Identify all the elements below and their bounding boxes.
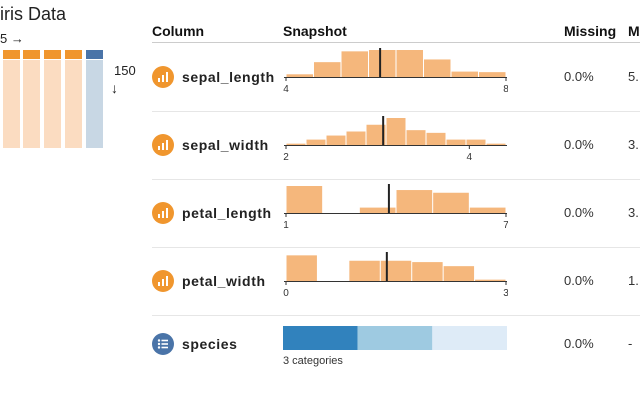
histogram-bar [446, 139, 466, 145]
histogram-bar [451, 71, 478, 77]
histogram-bar [386, 118, 406, 145]
numeric-type-icon [152, 66, 174, 88]
histogram-bar [486, 143, 506, 145]
row-divider [152, 315, 640, 316]
histogram-bar [286, 186, 323, 213]
column-name: species [182, 336, 238, 352]
category-segment [283, 326, 358, 350]
thumbnail-column-header [23, 50, 40, 59]
next-column-value: - [628, 336, 633, 351]
histogram-bar [359, 207, 396, 213]
column-name: petal_width [182, 273, 266, 289]
next-column-value: 5. [628, 69, 639, 84]
thumbnail-column-header [86, 50, 103, 59]
histogram-bar [412, 262, 443, 281]
histogram-bar [346, 131, 366, 145]
next-column-value: 3. [628, 205, 639, 220]
thumbnail-column-body [44, 60, 61, 148]
header-column[interactable]: Column [152, 23, 205, 39]
histogram-bar [286, 74, 313, 77]
columns-count-label: 5 → [0, 31, 24, 46]
histogram-bar [406, 130, 426, 145]
numeric-type-icon [152, 270, 174, 292]
histogram-bar [286, 143, 306, 145]
histogram-bar [466, 139, 486, 145]
histogram-bar [369, 50, 396, 77]
axis-tick-label: 1 [283, 220, 289, 231]
thumbnail-column-header [3, 50, 20, 59]
thumbnail-column-header [65, 50, 82, 59]
categories-count-label: 3 categories [283, 355, 343, 367]
column-name: sepal_width [182, 137, 269, 153]
dataset-title: iris Data [0, 4, 67, 24]
histogram-bar [306, 139, 326, 145]
histogram-bar [475, 279, 506, 281]
row-divider [152, 179, 640, 180]
axis-tick-label: 0 [283, 288, 289, 299]
histogram-bar [396, 190, 433, 213]
thumbnail-column-header [44, 50, 61, 59]
axis-tick-label: 8 [503, 84, 508, 95]
histogram-bar [314, 62, 341, 77]
column-name: sepal_length [182, 69, 275, 85]
axis-tick-label: 2 [283, 152, 289, 163]
histogram-bar [479, 72, 506, 77]
histogram-bar [341, 51, 368, 77]
header-divider [152, 42, 640, 43]
category-segment [432, 326, 507, 350]
histogram-bar [469, 207, 506, 213]
histogram-bar [349, 260, 380, 281]
axis-tick-label: 3 [503, 288, 508, 299]
histogram-bar [286, 255, 317, 281]
histogram-bar [433, 192, 469, 213]
table-row[interactable]: species 3 categories 0.0% - [152, 316, 640, 384]
categorical-type-icon [152, 333, 174, 355]
histogram-bar [366, 124, 386, 145]
histogram-bar [326, 135, 346, 145]
histogram-bar [424, 59, 451, 77]
axis-tick-label: 4 [283, 84, 289, 95]
histogram-bar [380, 260, 412, 281]
category-segment [357, 326, 433, 350]
thumbnail-column-body [65, 60, 82, 148]
axis-tick-label: 7 [503, 220, 508, 231]
next-column-value: 1. [628, 273, 639, 288]
histogram-bar [396, 50, 423, 77]
category-bar [283, 326, 507, 350]
missing-value: 0.0% [564, 137, 594, 152]
thumbnail-column-body [3, 60, 20, 148]
thumbnail-column-body [23, 60, 40, 148]
header-missing[interactable]: Missing [564, 23, 617, 39]
row-divider [152, 247, 640, 248]
column-name: petal_length [182, 205, 272, 221]
histogram-bar [426, 132, 446, 145]
missing-value: 0.0% [564, 273, 594, 288]
rows-count-label: 150 [114, 63, 136, 78]
numeric-type-icon [152, 134, 174, 156]
row-divider [152, 111, 640, 112]
missing-value: 0.0% [564, 69, 594, 84]
axis-tick-label: 4 [467, 152, 473, 163]
thumbnail-column-body [86, 60, 103, 148]
missing-value: 0.0% [564, 336, 594, 351]
header-next[interactable]: M [628, 23, 640, 39]
numeric-type-icon [152, 202, 174, 224]
next-column-value: 3. [628, 137, 639, 152]
rows-arrow-icon: ↓ [111, 80, 118, 96]
missing-value: 0.0% [564, 205, 594, 220]
header-snapshot[interactable]: Snapshot [283, 23, 347, 39]
histogram-bar [443, 266, 475, 281]
